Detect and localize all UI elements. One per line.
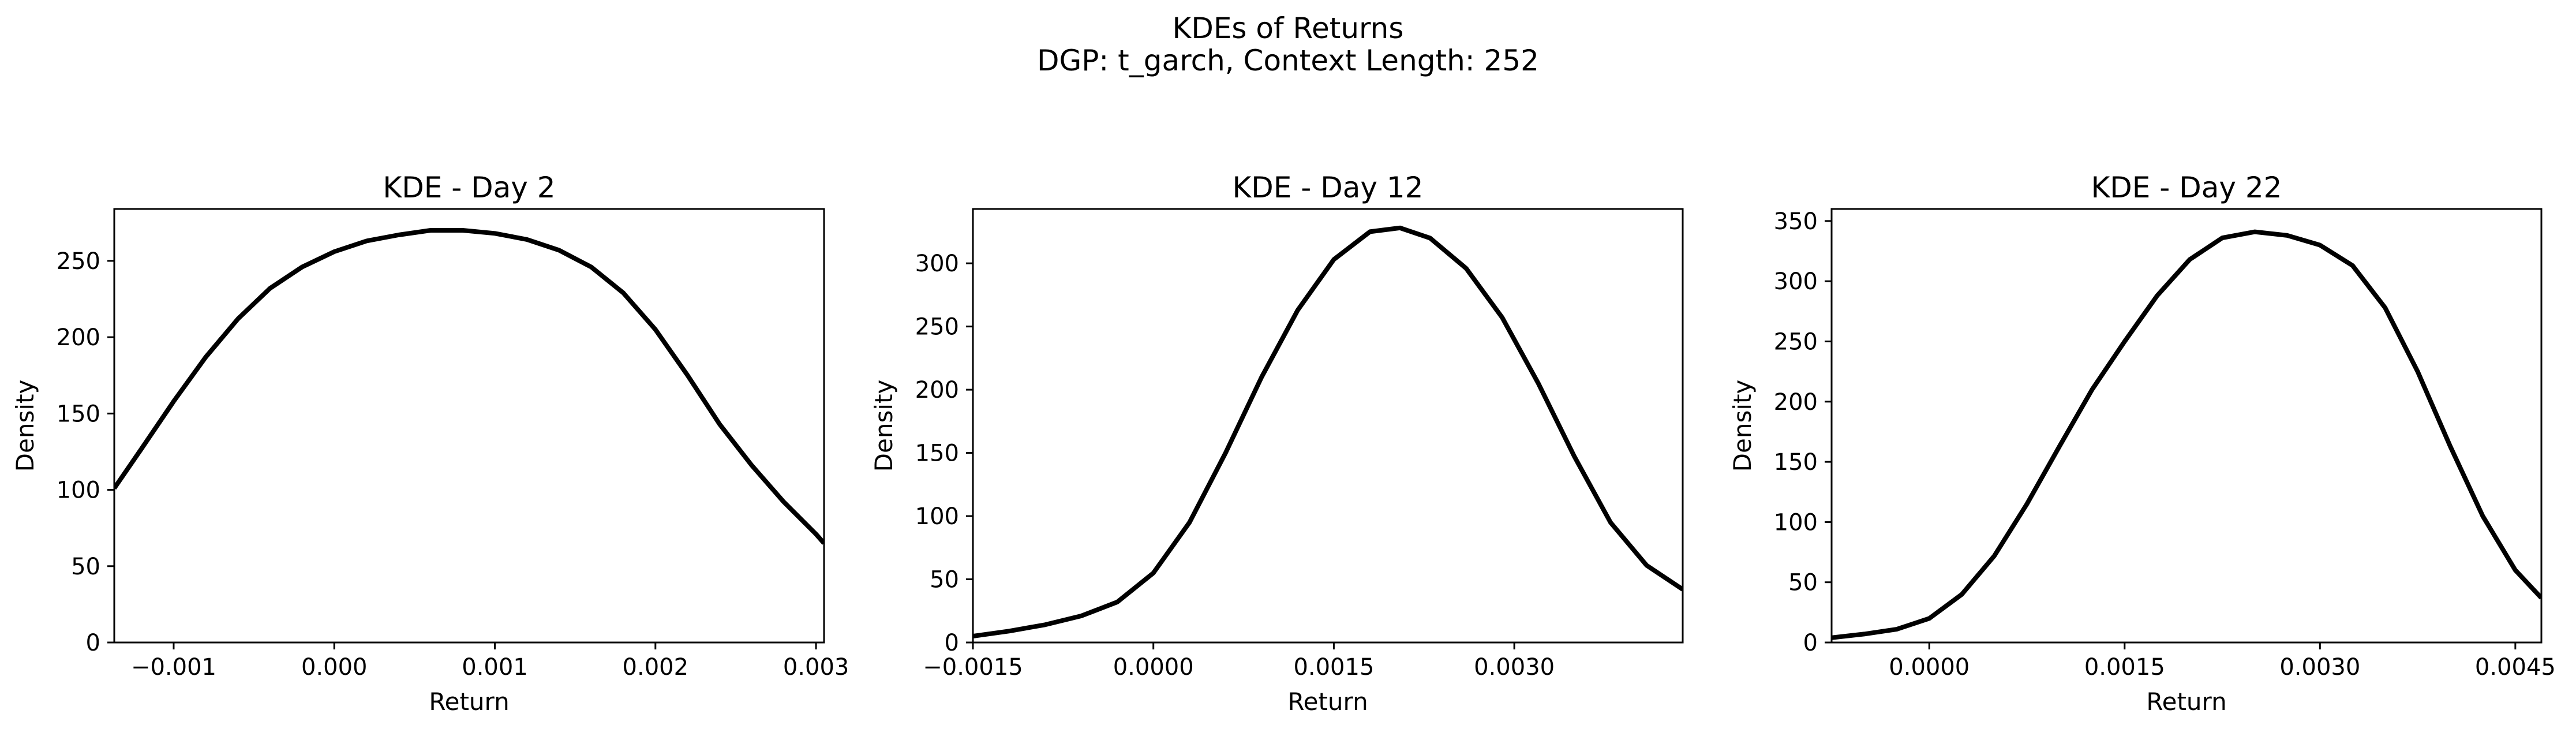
x-tick-label: 0.002 — [623, 654, 689, 681]
y-tick-label: 300 — [1774, 268, 1818, 295]
chart-panels: KDE - Day 2−0.001 0.000 0.001 0.002 0.003050… — [11, 171, 2556, 716]
x-tick-label: 0.0015 — [2084, 654, 2165, 681]
x-tick-label: 0.0030 — [1474, 654, 1555, 681]
y-tick-label: 0 — [86, 630, 100, 656]
x-axis-label: Return — [1287, 688, 1368, 716]
y-tick-label: 200 — [57, 324, 100, 351]
panel-title: KDE - Day 2 — [383, 171, 555, 204]
kde-series-line — [1832, 229, 2541, 640]
y-tick-label: 100 — [57, 477, 100, 504]
plot-frame — [1830, 208, 2543, 644]
y-tick-label: 300 — [915, 251, 959, 277]
y-tick-label: 50 — [1788, 570, 1818, 596]
x-axis-label: Return — [429, 688, 509, 716]
x-axis-label: Return — [2146, 688, 2226, 716]
y-tick-label: 150 — [915, 440, 959, 467]
panel-title: KDE - Day 22 — [2091, 171, 2282, 204]
y-tick-label: 100 — [1774, 509, 1818, 536]
x-tick-label: 0.0045 — [2475, 654, 2556, 681]
y-tick-label: 200 — [915, 377, 959, 404]
y-tick-label: 0 — [1803, 630, 1818, 656]
y-tick-label: 150 — [57, 401, 100, 427]
x-tick-label: −0.001 — [131, 654, 216, 681]
y-tick-label: 50 — [930, 567, 959, 593]
x-tick-label: 0.0000 — [1113, 654, 1194, 681]
figure-title-line-1: KDEs of Returns — [1173, 12, 1404, 45]
y-axis-label: Density — [870, 380, 898, 472]
plot-frame — [113, 208, 825, 644]
y-tick-label: 250 — [57, 248, 100, 275]
y-tick-label: 100 — [915, 503, 959, 530]
x-tick-label: 0.001 — [462, 654, 528, 681]
x-tick-label: 0.0000 — [1889, 654, 1970, 681]
x-tick-label: 0.000 — [301, 654, 368, 681]
kde-panel-2: KDE - Day 12 −0.0015 0.0000 0.0015 0.0030 0 50… — [870, 171, 1684, 716]
y-tick-label: 350 — [1774, 208, 1818, 235]
y-tick-label: 0 — [945, 630, 959, 656]
x-tick-label: 0.003 — [783, 654, 849, 681]
figure-title-line-2: DGP: t_garch, Context Length: 252 — [1037, 44, 1539, 77]
x-tick-label: 0.0030 — [2279, 654, 2360, 681]
y-axis-label: Density — [11, 380, 39, 472]
y-tick-label: 200 — [1774, 389, 1818, 416]
y-tick-label: 50 — [71, 554, 100, 580]
x-tick-label: −0.0015 — [923, 654, 1023, 681]
y-tick-label: 250 — [915, 314, 959, 341]
kde-panel-1: KDE - Day 2 −0.001 0.000 0.001 0.002 0.003 0 50… — [11, 171, 849, 716]
y-tick-label: 250 — [1774, 328, 1818, 355]
y-axis-label: Density — [1728, 380, 1757, 472]
y-tick-label: 150 — [1774, 449, 1818, 476]
kde-panel-3: KDE - Day 22 0.0000 0.0015 0.0030 0.0045 0 50 1… — [1728, 171, 2556, 716]
plot-frame — [972, 208, 1684, 644]
kde-series-line — [973, 225, 1683, 639]
kde-series-line — [114, 228, 824, 545]
x-tick-label: 0.0015 — [1293, 654, 1374, 681]
panel-title: KDE - Day 12 — [1233, 171, 1424, 204]
